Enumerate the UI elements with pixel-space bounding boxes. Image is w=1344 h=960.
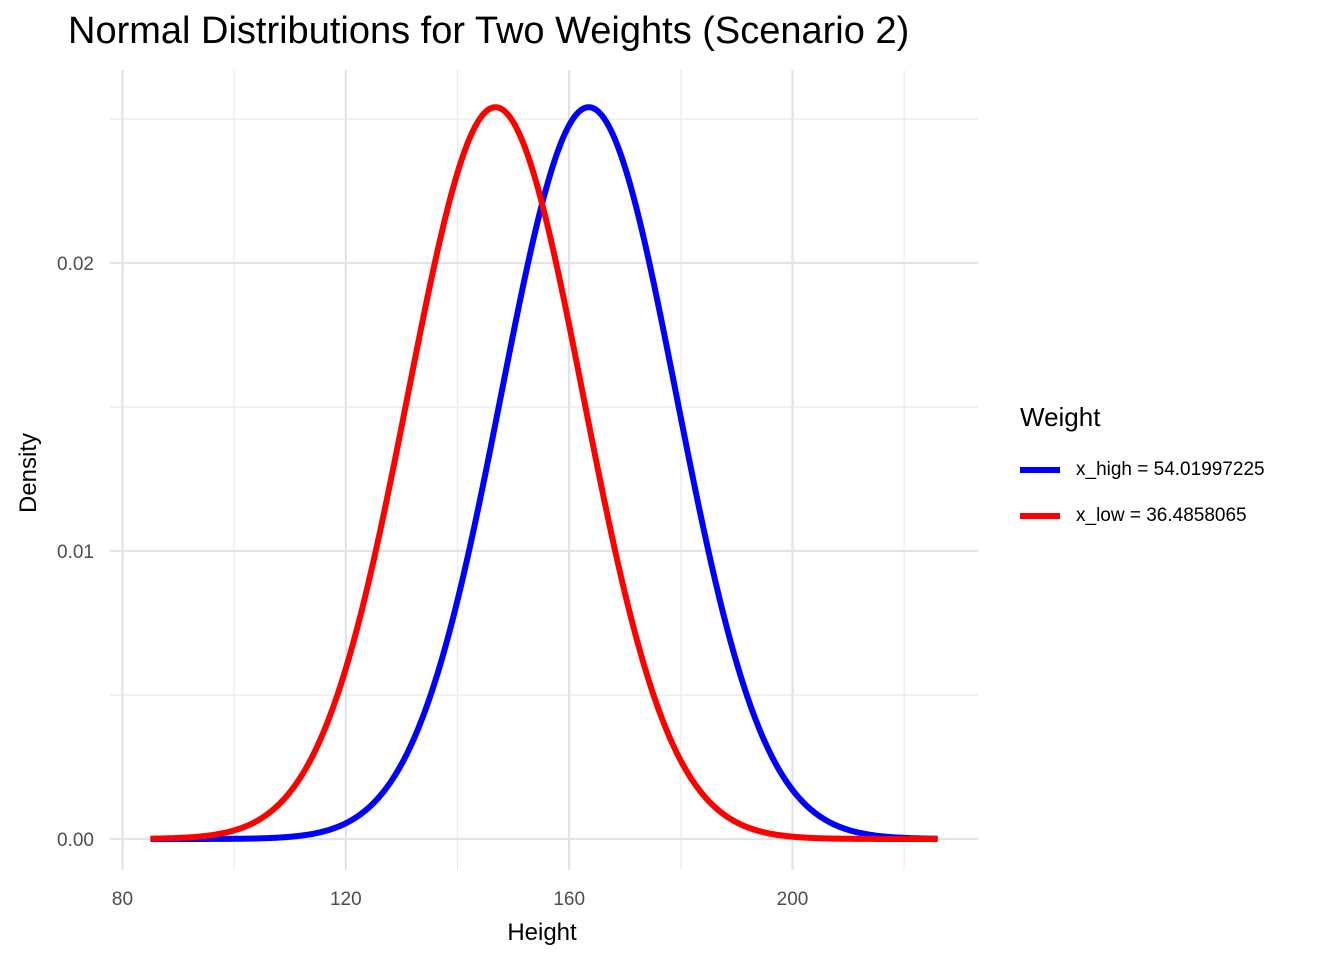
series-line-x-low: [149, 104, 939, 842]
chart-title: Normal Distributions for Two Weights (Sc…: [68, 10, 910, 52]
minor-gridlines: [110, 70, 978, 870]
legend-label-x-high: x_high = 54.01997225: [1076, 459, 1265, 480]
legend-item-x-high: x_high = 54.01997225: [1020, 447, 1265, 493]
x-tick-label: 80: [112, 889, 133, 910]
legend-label-x-low: x_low = 36.4858065: [1076, 505, 1247, 526]
x-tick-label: 200: [777, 889, 809, 910]
x-tick-label: 160: [553, 889, 585, 910]
series-line-x-high: [149, 104, 939, 842]
x-tick-label: 120: [330, 889, 362, 910]
legend-item-x-low: x_low = 36.4858065: [1020, 493, 1265, 539]
legend-title: Weight: [1020, 402, 1101, 432]
tick-labels: 80 120 160 200 0.00 0.01 0.02: [57, 254, 808, 910]
legend-key-blue: [1020, 467, 1060, 473]
legend-key-red: [1020, 513, 1060, 519]
series-lines: [149, 104, 939, 842]
y-tick-label: 0.01: [57, 542, 94, 563]
y-tick-label: 0.02: [57, 254, 94, 275]
y-tick-label: 0.00: [57, 830, 94, 851]
x-axis-title: Height: [507, 919, 577, 946]
legend: Weight x_high = 54.01997225 x_low = 36.4…: [1020, 402, 1265, 539]
y-axis-title: Density: [15, 433, 42, 513]
